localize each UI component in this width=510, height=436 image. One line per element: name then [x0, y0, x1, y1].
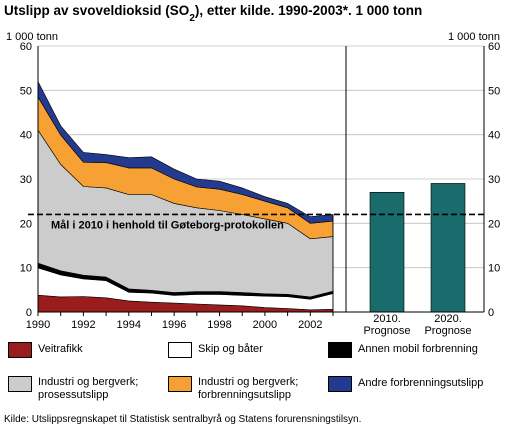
legend: Veitrafikk Skip og båter Annen mobil forbr…	[8, 340, 508, 408]
y-tick-label-right: 0	[488, 307, 494, 319]
y-tick-label-right: 20	[488, 218, 500, 230]
y-tick-label-left: 0	[26, 307, 32, 319]
y-axis-label-left: 1 000 tonn	[6, 31, 58, 43]
legend-swatch	[328, 376, 352, 392]
legend-label: Veitrafikk	[38, 343, 83, 355]
x-tick-label: 2002	[298, 319, 322, 331]
legend-swatch	[168, 376, 192, 392]
tick-labels: 0 0 10 10 20 20 30 30 40 40 50 50 60 60 1990 1992 1994 19…	[20, 41, 501, 337]
chart-title: Utslipp av svoveldioksid (SO2), etter ki…	[4, 3, 422, 24]
legend-label: Andre forbrenningsutslipp	[358, 377, 484, 389]
so2-emissions-chart: Utslipp av svoveldioksid (SO2), etter ki…	[4, 3, 501, 337]
y-tick-label-left: 10	[20, 263, 32, 275]
legend-item: Industri og bergverk; forbrenningsutslipp	[168, 376, 298, 402]
y-tick-label-right: 10	[488, 263, 500, 275]
x-tick-label: 1994	[117, 319, 141, 331]
legend-item: Veitrafikk	[8, 342, 83, 358]
y-tick-label-left: 50	[20, 85, 32, 97]
legend-swatch	[168, 342, 192, 358]
forecast-bar-label-type: Prognose	[424, 325, 471, 337]
stacked-areas	[37, 81, 334, 313]
y-tick-label-right: 60	[488, 41, 500, 53]
y-tick-label-right: 40	[488, 130, 500, 142]
x-tick-label: 2000	[253, 319, 277, 331]
legend-label: Skip og båter	[198, 343, 263, 355]
forecast-bar-label-year: 2010.	[373, 313, 401, 325]
legend-label: Industri og bergverk; prosessutslipp	[38, 376, 139, 401]
legend-item: Industri og bergverk; prosessutslipp	[8, 376, 138, 402]
x-tick-label: 1998	[207, 319, 231, 331]
axes	[37, 46, 485, 316]
y-axis-label-right: 1 000 tonn	[448, 31, 500, 43]
y-tick-label-right: 30	[488, 174, 500, 186]
x-tick-label: 1996	[162, 319, 186, 331]
forecast-bar	[369, 192, 405, 313]
x-tick-label: 1992	[71, 319, 95, 331]
target-line-group: Mål i 2010 i henhold til Gøteborg-protok…	[28, 213, 484, 231]
forecast-bar	[430, 183, 466, 313]
y-tick-label-left: 30	[20, 174, 32, 186]
legend-item: Annen mobil forbrenning	[328, 342, 478, 358]
forecast-bar-label-year: 2020.	[434, 313, 462, 325]
legend-item: Andre forbrenningsutslipp	[328, 376, 483, 392]
y-tick-label-left: 40	[20, 130, 32, 142]
forecast-bars	[369, 183, 466, 313]
legend-swatch	[8, 376, 32, 392]
legend-swatch	[8, 342, 32, 358]
target-line-label: Mål i 2010 i henhold til Gøteborg-protok…	[51, 219, 284, 231]
y-tick-label-left: 60	[20, 41, 32, 53]
legend-label: Industri og bergverk; forbrenningsutslipp	[198, 376, 299, 401]
legend-swatch	[328, 342, 352, 358]
legend-item: Skip og båter	[168, 342, 263, 358]
source-note: Kilde: Utslippsregnskapet til Statistisk…	[4, 414, 362, 425]
forecast-bar-label-type: Prognose	[363, 325, 410, 337]
y-tick-label-left: 20	[20, 218, 32, 230]
chart-title-subscript: 2	[189, 13, 195, 24]
x-tick-label: 1990	[26, 319, 50, 331]
legend-label: Annen mobil forbrenning	[358, 343, 478, 355]
y-tick-label-right: 50	[488, 85, 500, 97]
